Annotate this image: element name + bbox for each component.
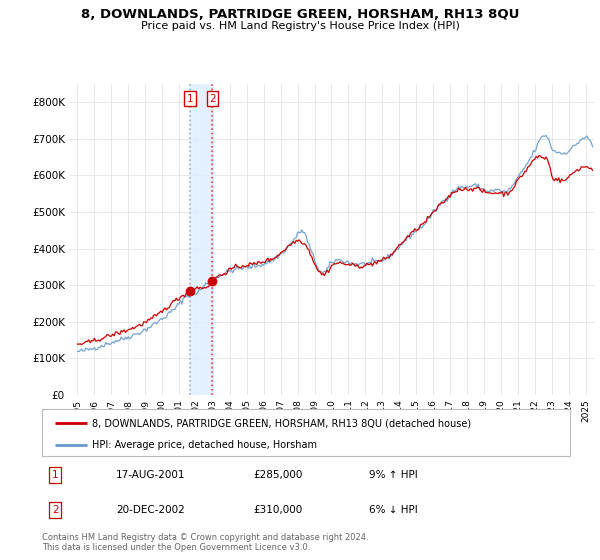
Text: 20-DEC-2002: 20-DEC-2002	[116, 505, 185, 515]
Text: Price paid vs. HM Land Registry's House Price Index (HPI): Price paid vs. HM Land Registry's House …	[140, 21, 460, 31]
Text: 17-AUG-2001: 17-AUG-2001	[116, 470, 185, 479]
Text: 2: 2	[209, 94, 216, 104]
Text: 1: 1	[187, 94, 193, 104]
Text: £310,000: £310,000	[253, 505, 302, 515]
Text: £285,000: £285,000	[253, 470, 302, 479]
Text: 8, DOWNLANDS, PARTRIDGE GREEN, HORSHAM, RH13 8QU (detached house): 8, DOWNLANDS, PARTRIDGE GREEN, HORSHAM, …	[92, 418, 471, 428]
Bar	[190, 84, 212, 395]
Text: This data is licensed under the Open Government Licence v3.0.: This data is licensed under the Open Gov…	[42, 543, 310, 552]
Text: 9% ↑ HPI: 9% ↑ HPI	[370, 470, 418, 479]
Text: 8, DOWNLANDS, PARTRIDGE GREEN, HORSHAM, RH13 8QU: 8, DOWNLANDS, PARTRIDGE GREEN, HORSHAM, …	[81, 8, 519, 21]
Text: 6% ↓ HPI: 6% ↓ HPI	[370, 505, 418, 515]
Text: Contains HM Land Registry data © Crown copyright and database right 2024.: Contains HM Land Registry data © Crown c…	[42, 533, 368, 542]
Text: 1: 1	[52, 470, 59, 479]
Text: HPI: Average price, detached house, Horsham: HPI: Average price, detached house, Hors…	[92, 440, 317, 450]
Text: 2: 2	[52, 505, 59, 515]
FancyBboxPatch shape	[42, 409, 570, 456]
